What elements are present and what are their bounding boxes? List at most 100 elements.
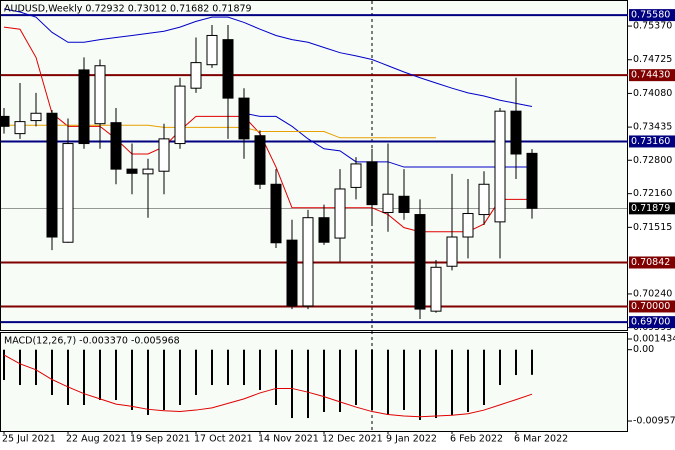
macd-bar [83,349,85,405]
candle-body [494,110,506,223]
x-tick-label: 6 Mar 2022 [514,434,568,445]
level-label: 0.70000 [631,301,670,312]
macd-bar [515,349,517,376]
macd-bar [275,349,277,405]
candle-body [398,195,410,213]
y-tick-label: 0.75370 [633,21,672,32]
macd-bar [531,349,533,375]
level-label: 0.73160 [631,136,670,147]
price-panel [0,0,628,331]
macd-bar [339,349,341,412]
indicator-line [3,26,532,233]
macd-bar [179,349,181,405]
level-label-box [629,9,675,22]
macd-bar [115,349,117,400]
macd-bar [163,349,165,410]
macd-bar [19,349,21,386]
signal-line [3,354,533,418]
candle-body [46,112,58,238]
y-tick-label: 0.72800 [633,155,672,166]
level-label-box [629,69,675,82]
macd-bar [147,349,149,415]
macd-panel [0,332,628,432]
candle-body [382,193,394,213]
macd-bar [419,349,421,420]
candle-body [142,168,154,175]
y-tick-label: 0.001434 [633,334,675,345]
candle-body [318,217,330,243]
y-tick-label: -0.009571 [633,416,675,427]
y-tick-label: 0.74725 [633,54,672,65]
macd-bar [131,349,133,410]
macd-bar [371,349,373,410]
level-label-box [629,300,675,313]
candle-body [222,39,234,99]
x-tick-label: 25 Jul 2021 [2,434,56,445]
x-tick-label: 17 Oct 2021 [194,434,253,445]
candle-body [414,214,426,310]
candle-body [110,122,122,170]
candle-body [446,236,458,267]
candle-body [302,217,314,307]
x-tick-label: 9 Jan 2022 [386,434,437,445]
x-tick-label: 6 Feb 2022 [450,434,503,445]
y-tick-label: 0.70240 [633,288,672,299]
candle-body [206,34,218,66]
candle-body [270,183,282,244]
level-label: 0.74430 [631,70,670,81]
candle-body [510,110,522,155]
level-label-box [629,256,675,269]
macd-bar [451,349,453,415]
macd-bar [403,349,405,410]
macd-bar [3,349,5,381]
plot-layer: 0.75370 0.74725 0.74080 0.73435 0.72800 0.721… [0,8,675,445]
macd-bar [387,349,389,415]
y-tick-label: 0.00 [633,344,654,355]
y-tick-label: 0.73435 [633,122,672,133]
macd-bar [195,349,197,396]
macd-bar [35,349,37,386]
macd-bar [291,349,293,419]
candle-body [462,213,474,238]
level-label-box [629,202,675,215]
y-tick-label: 0.71515 [633,222,672,233]
macd-bar [243,349,245,386]
macd-bar [67,349,69,405]
candle-body [174,85,186,145]
macd-bar [259,349,261,391]
y-tick-label: 0.74080 [633,88,672,99]
macd-title: MACD(12,26,7) -0.003370 -0.005968 [4,336,180,347]
macd-bar [99,349,101,400]
candle-body [334,188,346,239]
level-label-box [629,316,675,329]
macd-bar [499,349,501,386]
macd-bar [483,349,485,405]
macd-bar [467,349,469,412]
x-tick-label: 12 Dec 2021 [322,434,383,445]
macd-bar [51,349,53,396]
chart-title: AUDUSD,Weekly 0.72932 0.73012 0.71682 0.… [4,4,252,15]
macd-bar [211,349,213,386]
candle-body [286,239,298,307]
candle-body [190,62,202,89]
macd-bar [435,349,437,419]
x-tick-label: 14 Nov 2021 [258,434,319,445]
candle-body [238,97,250,140]
level-label: 0.75580 [631,10,670,21]
candle-body [30,112,42,122]
macd-bar [227,349,229,386]
macd-bar [307,349,309,419]
candle-body [478,183,490,216]
level-label: 0.71879 [631,203,670,214]
macd-bar [323,349,325,412]
level-label: 0.70842 [631,257,670,268]
candle-body [14,121,26,135]
x-tick-label: 19 Sep 2021 [130,434,190,445]
candle-body [430,266,442,312]
candle-body [366,161,378,206]
macd-bar [355,349,357,405]
indicator-line [4,124,436,139]
level-label-box [629,135,675,148]
x-tick-label: 22 Aug 2021 [66,434,127,445]
